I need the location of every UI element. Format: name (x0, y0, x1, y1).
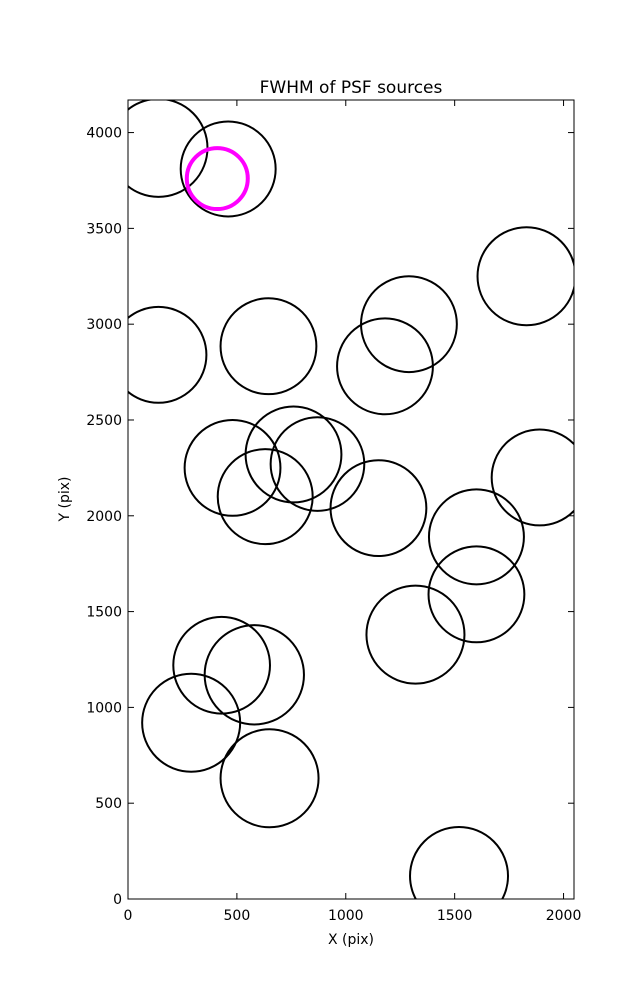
source-circle (336, 317, 434, 416)
y-tick-label: 3500 (86, 221, 122, 237)
x-axis-label: X (pix) (328, 932, 374, 948)
y-tick-label: 0 (113, 892, 122, 908)
source-circle (216, 448, 314, 546)
source-circle (427, 545, 526, 644)
source-circle (269, 416, 366, 512)
source-circle (172, 615, 271, 715)
source-circle (244, 405, 343, 504)
source-circle (128, 305, 208, 404)
source-circle (183, 418, 282, 517)
chart-title: FWHM of PSF sources (260, 78, 443, 98)
x-tick-label: 1500 (437, 908, 473, 924)
source-circle (219, 728, 320, 829)
x-tick-label: 2000 (546, 908, 582, 924)
y-axis: 0 500 1000 1500 2000 2500 3000 3500 4000 (86, 126, 574, 908)
source-circle (329, 459, 428, 558)
source-circle (427, 488, 525, 586)
source-circle (203, 624, 305, 726)
y-tick-label: 4000 (86, 126, 122, 142)
source-circle (365, 584, 466, 685)
source-circle (128, 100, 209, 198)
x-tick-label: 0 (124, 908, 133, 924)
source-circle (409, 826, 509, 899)
x-tick-label: 1000 (328, 908, 364, 924)
highlighted-source-circle (184, 146, 250, 212)
source-circles (128, 100, 574, 899)
y-tick-label: 500 (95, 796, 122, 812)
y-tick-label: 2500 (86, 413, 122, 429)
source-circle (476, 226, 574, 327)
y-tick-label: 2000 (86, 509, 122, 525)
y-axis-label: Y (pix) (57, 477, 73, 523)
source-circle (490, 428, 574, 527)
y-tick-label: 1000 (86, 700, 122, 716)
y-tick-label: 3000 (86, 317, 122, 333)
source-circle (179, 120, 277, 218)
x-axis: 0 500 1000 1500 2000 (124, 100, 582, 924)
y-tick-label: 1500 (86, 605, 122, 621)
plot-frame (127, 99, 575, 900)
x-tick-label: 500 (224, 908, 251, 924)
source-circle (141, 672, 242, 773)
source-circle (219, 297, 318, 396)
